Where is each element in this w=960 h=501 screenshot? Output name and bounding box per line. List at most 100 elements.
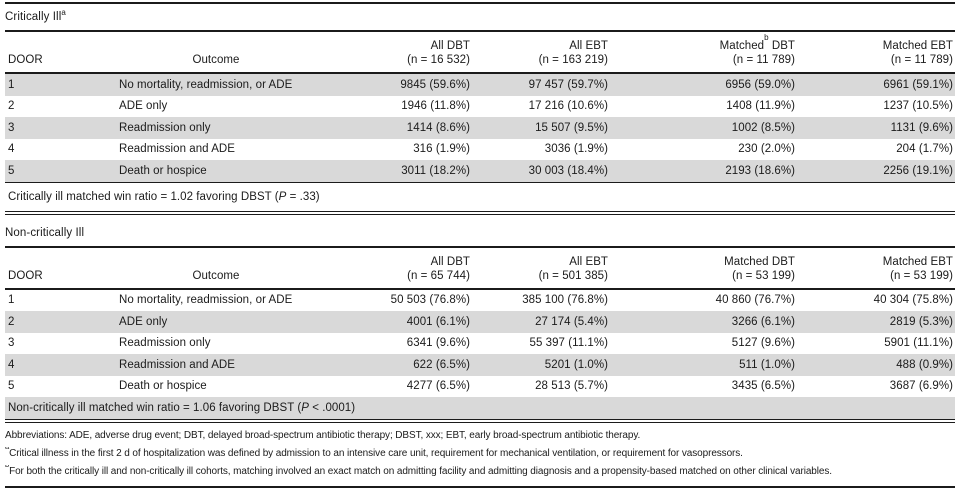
table-row: 4 Readmission and ADE 622 (6.5%) 5201 (1.0%…: [5, 354, 955, 376]
matched-dbt-cell: 6956 (59.0%): [725, 78, 795, 91]
column-header-matched-dbt: Matchedb DBT (n = 11 789): [719, 33, 795, 66]
table-row: 3 Readmission only 1414 (8.6%) 15 507 (9.5%…: [5, 117, 955, 139]
outcome-cell: Readmission only: [119, 121, 211, 134]
column-header-all-dbt: All DBT (n = 16 532): [407, 40, 470, 66]
table-row: 5 Death or hospice 3011 (18.2%) 30 003 (18.…: [5, 160, 955, 182]
column-header-row: DOOR Outcome All DBT (n = 65 744) All EBT…: [5, 248, 955, 289]
matched-ebt-cell: 488 (0.9%): [896, 358, 953, 371]
all-ebt-cell: 15 507 (9.5%): [535, 121, 608, 134]
p-value-symbol: P: [301, 402, 309, 414]
table-row: 4 Readmission and ADE 316 (1.9%) 3036 (1.9%…: [5, 139, 955, 161]
all-ebt-cell: 97 457 (59.7%): [528, 78, 608, 91]
column-header-door: DOOR: [8, 54, 43, 66]
all-dbt-cell: 3011 (18.2%): [401, 164, 470, 177]
door-rank-cell: 5: [8, 164, 15, 177]
matched-dbt-cell: 3435 (6.5%): [731, 380, 795, 393]
matched-ebt-cell: 6961 (59.1%): [883, 78, 953, 91]
matched-dbt-cell: 5127 (9.6%): [731, 337, 795, 350]
table-row: 3 Readmission only 6341 (9.6%) 55 397 (11.1…: [5, 333, 955, 355]
section-title-text: Critically Ill: [5, 11, 62, 23]
all-dbt-cell: 316 (1.9%): [413, 143, 470, 156]
column-header-outcome: Outcome: [192, 54, 240, 66]
all-dbt-cell: 1946 (11.8%): [401, 100, 470, 113]
matched-ebt-cell: 1237 (10.5%): [883, 100, 953, 113]
all-dbt-cell: 1414 (8.6%): [406, 121, 470, 134]
all-dbt-cell: 9845 (59.6%): [400, 78, 470, 91]
door-rank-cell: 1: [8, 78, 15, 91]
bottom-rule: [5, 486, 955, 488]
table-row: 2 ADE only 1946 (11.8%) 17 216 (10.6%) 1408 …: [5, 96, 955, 118]
door-rank-cell: 4: [8, 358, 15, 371]
column-header-row: DOOR Outcome All DBT (n = 16 532) All EBT…: [5, 32, 955, 73]
section-title-critically-ill: Critically Ill a: [5, 8, 66, 24]
column-header-matched-dbt: Matched DBT (n = 53 199): [724, 255, 795, 282]
all-ebt-cell: 28 513 (5.7%): [535, 380, 608, 393]
table-row: 5 Death or hospice 4277 (6.5%) 28 513 (5.7%…: [5, 376, 955, 398]
all-ebt-cell: 55 397 (11.1%): [529, 337, 608, 350]
column-header-all-dbt: All DBT (n = 65 744): [407, 255, 470, 282]
door-outcomes-table-page: Critically Ill a DOOR Outcome All DBT (n =…: [5, 2, 955, 488]
section-title-rule: [5, 245, 955, 248]
matched-ebt-cell: 5901 (11.1%): [884, 337, 953, 350]
door-rank-cell: 1: [8, 294, 15, 307]
matched-ebt-cell: 3687 (6.9%): [889, 380, 953, 393]
column-header-matched-ebt: Matched EBT (n = 53 199): [882, 255, 953, 282]
column-header-all-ebt: All EBT (n = 501 385): [538, 255, 608, 282]
section-end-rule: [5, 210, 955, 215]
outcome-cell: No mortality, readmission, or ADE: [119, 294, 293, 307]
all-ebt-cell: 3036 (1.9%): [544, 143, 608, 156]
win-ratio-text: Non-critically ill matched win ratio = 1…: [8, 402, 356, 414]
door-rank-cell: 2: [8, 315, 15, 328]
matched-ebt-cell: 40 304 (75.8%): [873, 294, 953, 307]
matched-dbt-cell: 1002 (8.5%): [731, 121, 795, 134]
footnotes-block: Abbreviations: ADE, adverse drug event; …: [5, 429, 955, 479]
footnote-marker-b: b: [764, 33, 769, 43]
column-header-all-ebt: All EBT (n = 163 219): [538, 40, 608, 66]
matched-dbt-cell: 230 (2.0%): [738, 143, 795, 156]
outcome-cell: Readmission and ADE: [119, 143, 236, 156]
door-rank-cell: 3: [8, 121, 15, 134]
all-dbt-cell: 622 (6.5%): [413, 358, 470, 371]
section-title-text: Non-critically Ill: [5, 226, 85, 239]
all-ebt-cell: 17 216 (10.6%): [528, 100, 608, 113]
door-rank-cell: 4: [8, 143, 15, 156]
column-header-door: DOOR: [8, 269, 43, 282]
p-value-symbol: P: [278, 190, 287, 203]
non-critically-ill-table: DOOR Outcome All DBT (n = 65 744) All EBT…: [5, 248, 955, 419]
column-header-matched-ebt: Matched EBT (n = 11 789): [882, 40, 953, 66]
win-ratio-text: Critically ill matched win ratio = 1.02 …: [5, 181, 955, 211]
table-row: 1 No mortality, readmission, or ADE 9845 (…: [5, 73, 955, 96]
all-ebt-cell: 5201 (1.0%): [544, 358, 608, 371]
table-row: 2 ADE only 4001 (6.1%) 27 174 (5.4%) 3266 (6…: [5, 311, 955, 333]
matched-dbt-cell: 1408 (11.9%): [726, 100, 795, 113]
critically-ill-table: DOOR Outcome All DBT (n = 16 532) All EBT…: [5, 32, 955, 211]
all-dbt-cell: 6341 (9.6%): [406, 337, 470, 350]
all-dbt-cell: 4277 (6.5%): [406, 380, 470, 393]
table-end-rule: [5, 419, 955, 423]
door-rank-cell: 3: [8, 337, 15, 350]
outcome-cell: Death or hospice: [119, 380, 207, 393]
outcome-cell: ADE only: [119, 100, 168, 113]
top-rule: [5, 2, 955, 4]
table-row: 1 No mortality, readmission, or ADE 50 503…: [5, 289, 955, 312]
win-ratio-row: Non-critically ill matched win ratio = 1…: [5, 397, 955, 419]
matched-dbt-cell: 511 (1.0%): [739, 358, 795, 371]
all-dbt-cell: 50 503 (76.8%): [390, 294, 470, 307]
all-ebt-cell: 27 174 (5.4%): [535, 315, 608, 328]
outcome-cell: Readmission only: [119, 337, 211, 350]
door-rank-cell: 5: [8, 380, 15, 393]
matched-ebt-cell: 2819 (5.3%): [889, 315, 953, 328]
section-title-rule: [5, 30, 955, 32]
footnote-a: aCritical illness in the first 2 d of ho…: [5, 447, 743, 459]
all-ebt-cell: 385 100 (76.8%): [522, 294, 608, 307]
footnote-abbreviations: Abbreviations: ADE, adverse drug event; …: [5, 430, 641, 441]
matched-ebt-cell: 204 (1.7%): [896, 143, 953, 156]
all-ebt-cell: 30 003 (18.4%): [528, 164, 608, 177]
outcome-cell: ADE only: [119, 315, 168, 328]
matched-ebt-cell: 2256 (19.1%): [883, 164, 953, 177]
outcome-cell: Death or hospice: [119, 164, 207, 177]
outcome-cell: Readmission and ADE: [119, 358, 236, 371]
outcome-cell: No mortality, readmission, or ADE: [119, 78, 293, 91]
matched-ebt-cell: 1131 (9.6%): [890, 121, 953, 134]
all-dbt-cell: 4001 (6.1%): [406, 315, 470, 328]
